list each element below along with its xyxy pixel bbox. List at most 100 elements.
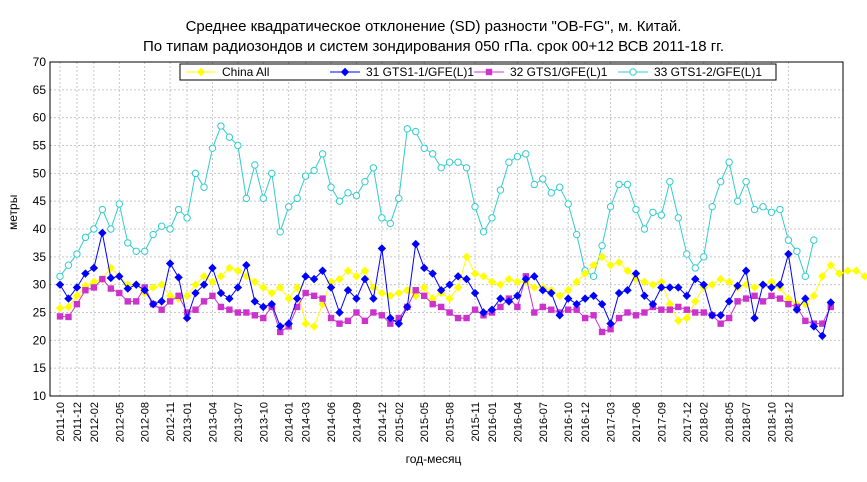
legend-marker: [629, 68, 637, 76]
data-point: [421, 292, 428, 299]
data-point: [513, 291, 522, 300]
legend-label: 32 GTS1/GFE(L)1: [510, 65, 608, 79]
data-point: [182, 291, 192, 300]
data-point: [793, 247, 801, 255]
data-point: [267, 288, 276, 298]
data-point: [310, 292, 318, 299]
data-point: [547, 189, 555, 197]
y-tick-label: 10: [33, 389, 47, 403]
x-tick-label: 2012-02: [89, 402, 101, 442]
data-point: [166, 225, 174, 233]
data-point: [335, 308, 344, 317]
legend-label: China All: [222, 65, 269, 79]
data-point: [539, 175, 547, 183]
data-point: [157, 222, 166, 230]
legend-item-1: 31 GTS1-1/GFE(L)1: [330, 65, 474, 79]
grid-lines: [50, 62, 843, 396]
data-point: [565, 306, 572, 313]
y-tick-label: 50: [33, 166, 47, 180]
x-tick-label: 2014-03: [301, 402, 313, 442]
data-point: [657, 211, 666, 219]
data-point: [497, 303, 504, 311]
data-point: [233, 283, 243, 292]
data-point: [200, 183, 208, 191]
data-point: [420, 263, 429, 273]
data-point: [191, 169, 200, 178]
data-point: [860, 272, 867, 281]
data-point: [784, 294, 793, 303]
data-point: [700, 309, 707, 316]
data-point: [826, 298, 835, 307]
data-point: [767, 277, 776, 287]
legend-item-0: China All: [186, 65, 269, 79]
data-point: [640, 277, 649, 287]
data-point: [310, 166, 318, 175]
data-point: [293, 303, 301, 311]
data-point: [276, 228, 284, 236]
data-point: [395, 194, 403, 203]
legend-marker: [196, 67, 206, 77]
data-point: [98, 228, 107, 238]
data-point: [319, 295, 326, 302]
data-point: [352, 191, 361, 200]
y-tick-label: 70: [33, 55, 47, 69]
data-point: [353, 309, 360, 316]
data-point: [386, 219, 395, 228]
data-point: [445, 280, 454, 289]
data-point: [809, 291, 819, 300]
data-point: [166, 298, 174, 305]
data-point: [658, 306, 665, 313]
legend-marker: [485, 68, 493, 76]
data-point: [361, 317, 369, 325]
data-point: [751, 292, 758, 299]
data-point: [716, 311, 725, 320]
data-point: [225, 263, 234, 273]
data-point: [463, 314, 470, 322]
data-point: [327, 183, 335, 191]
data-point: [632, 205, 640, 214]
data-point: [648, 299, 658, 309]
data-point: [471, 306, 479, 313]
x-tick-label: 2014-09: [351, 402, 363, 442]
data-point: [776, 295, 784, 302]
data-point: [513, 152, 522, 161]
data-point: [707, 311, 717, 320]
y-tick-label: 40: [33, 222, 47, 236]
data-point: [208, 144, 217, 152]
data-point: [182, 313, 192, 323]
data-point: [123, 284, 132, 293]
series-0: [55, 252, 867, 331]
data-point: [132, 280, 141, 289]
data-point: [716, 177, 725, 186]
data-point: [276, 322, 285, 331]
data-point: [361, 177, 369, 186]
data-point: [191, 288, 200, 298]
data-point: [538, 286, 547, 295]
y-tick-label: 35: [33, 250, 47, 264]
data-point: [826, 260, 835, 270]
data-point: [631, 274, 641, 284]
data-point: [631, 269, 641, 278]
data-point: [675, 303, 682, 311]
data-point: [707, 280, 717, 289]
data-point: [851, 266, 861, 275]
data-point: [504, 297, 514, 306]
data-point: [666, 306, 674, 313]
data-point: [82, 287, 89, 294]
x-tick-label: 2015-08: [445, 402, 457, 442]
data-point: [580, 269, 590, 278]
x-tick-label: 2013-01: [182, 402, 194, 442]
data-point: [792, 305, 802, 314]
data-point: [657, 283, 666, 292]
data-point: [716, 274, 725, 284]
data-point: [624, 309, 631, 316]
data-point: [420, 283, 429, 292]
x-tick-label: 2016-01: [487, 402, 499, 442]
data-point: [767, 283, 776, 292]
data-point: [428, 150, 437, 158]
data-point: [412, 287, 419, 294]
data-point: [530, 272, 539, 281]
data-point: [724, 277, 734, 287]
data-point: [445, 158, 454, 166]
chart-title: Среднее квадратическое отклонение (SD) р…: [185, 18, 682, 35]
